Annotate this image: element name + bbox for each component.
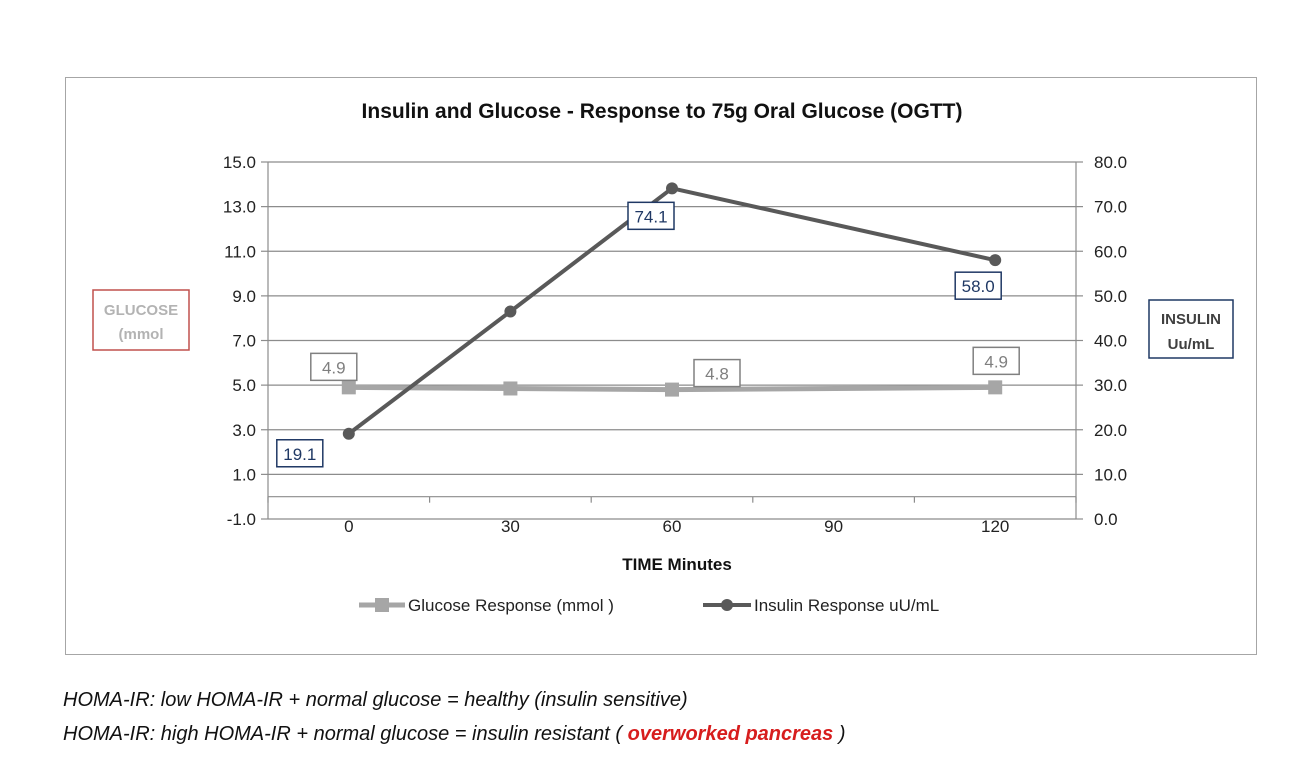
insulin-data-label: 19.1 — [283, 445, 316, 464]
glucose-data-label-box — [693, 358, 741, 388]
insulin-series-line — [347, 186, 996, 436]
legend: Glucose Response (mmol ) Insulin Response… — [359, 596, 939, 615]
footnote-emphasis: overworked pancreas — [627, 723, 834, 745]
glucose-data-label-box — [310, 352, 358, 382]
y-left-tick-label: 5.0 — [232, 376, 256, 395]
glucose-point — [503, 381, 518, 396]
y-right-tick-label: 20.0 — [1094, 421, 1127, 440]
y-right-tick-label: 40.0 — [1094, 332, 1127, 351]
insulin-point — [989, 254, 1002, 267]
legend-insulin-label: Insulin Response uU/mL — [754, 596, 939, 615]
insulin-axis-title: Uu/mL — [1168, 336, 1215, 353]
y-right-tick-label: 0.0 — [1094, 510, 1118, 529]
insulin-data-label-box — [627, 201, 675, 231]
y-left-tick-label: 11.0 — [224, 242, 256, 261]
legend-insulin-marker — [721, 599, 733, 611]
y-right-tick-label: 10.0 — [1094, 465, 1127, 484]
footnote-line-2-end: ) — [833, 723, 846, 745]
y-left-tick-label: 13.0 — [223, 198, 256, 217]
insulin-point — [504, 305, 517, 318]
x-tick-label: 30 — [501, 517, 520, 536]
footnote-line-1: HOMA-IR: low HOMA-IR + normal glucose = … — [63, 689, 688, 711]
x-axis-title: TIME Minutes — [622, 555, 732, 574]
y-left-tick-label: 7.0 — [232, 332, 256, 351]
footnote-line-2-text: HOMA-IR: high HOMA-IR + normal glucose =… — [63, 723, 628, 745]
series-layer — [341, 182, 1003, 440]
glucose-data-label: 4.9 — [984, 352, 1008, 371]
glucose-series-line — [348, 384, 996, 393]
glucose-data-label: 4.9 — [322, 358, 346, 377]
y-left-tick-label: 15.0 — [223, 153, 256, 172]
data-labels: 4.9 4.8 4.9 19.1 74.1 58.0 — [276, 201, 1020, 468]
y-left-tick-label: 1.0 — [232, 465, 256, 484]
y-right-tick-label: 60.0 — [1094, 242, 1127, 261]
insulin-data-label: 58.0 — [962, 277, 995, 296]
y-axis-titles: GLUCOSE (mmol INSULIN Uu/mL — [92, 289, 1234, 359]
legend-glucose-label: Glucose Response (mmol ) — [408, 596, 614, 615]
y-right-tick-label: 30.0 — [1094, 376, 1127, 395]
y-right-tick-label: 70.0 — [1094, 198, 1127, 217]
y-right-tick-label: 50.0 — [1094, 287, 1127, 306]
chart-title: Insulin and Glucose - Response to 75g Or… — [362, 100, 963, 123]
insulin-data-label-box — [954, 271, 1002, 300]
glucose-axis-title: GLUCOSE — [104, 302, 178, 319]
y-left-tick-label: 3.0 — [232, 421, 256, 440]
glucose-point — [341, 380, 356, 395]
insulin-axis-title-box — [1148, 299, 1234, 359]
insulin-point — [666, 182, 678, 195]
insulin-axis-title: INSULIN — [1161, 311, 1221, 328]
glucose-axis-title: (mmol — [119, 326, 164, 343]
footnote-line-2: HOMA-IR: high HOMA-IR + normal glucose =… — [63, 723, 846, 746]
y-left-tick-label: -1.0 — [227, 510, 256, 529]
chart-frame: Insulin and Glucose - Response to 75g Or… — [65, 77, 1257, 655]
y-right-tick-label: 80.0 — [1094, 153, 1127, 172]
legend-glucose-marker — [375, 598, 389, 612]
x-tick-label: 120 — [981, 517, 1009, 536]
y-left-tick-label: 9.0 — [232, 287, 256, 306]
insulin-data-label: 74.1 — [634, 207, 667, 226]
chart-svg: Insulin and Glucose - Response to 75g Or… — [92, 100, 1234, 615]
x-tick-label: 0 — [344, 517, 353, 536]
insulin-point — [342, 427, 355, 440]
glucose-data-label-box — [972, 346, 1020, 376]
glucose-axis-title-box — [92, 289, 190, 351]
glucose-point — [665, 382, 679, 397]
x-tick-label: 90 — [824, 517, 843, 536]
insulin-data-label-box — [276, 439, 324, 468]
glucose-data-label: 4.8 — [705, 365, 729, 384]
glucose-point — [988, 380, 1003, 395]
x-tick-label: 60 — [663, 517, 682, 536]
axes: 15.0 80.0 13.0 70.0 11.0 60.0 9.0 50.0 7.0 40.0 5.… — [223, 153, 1127, 536]
